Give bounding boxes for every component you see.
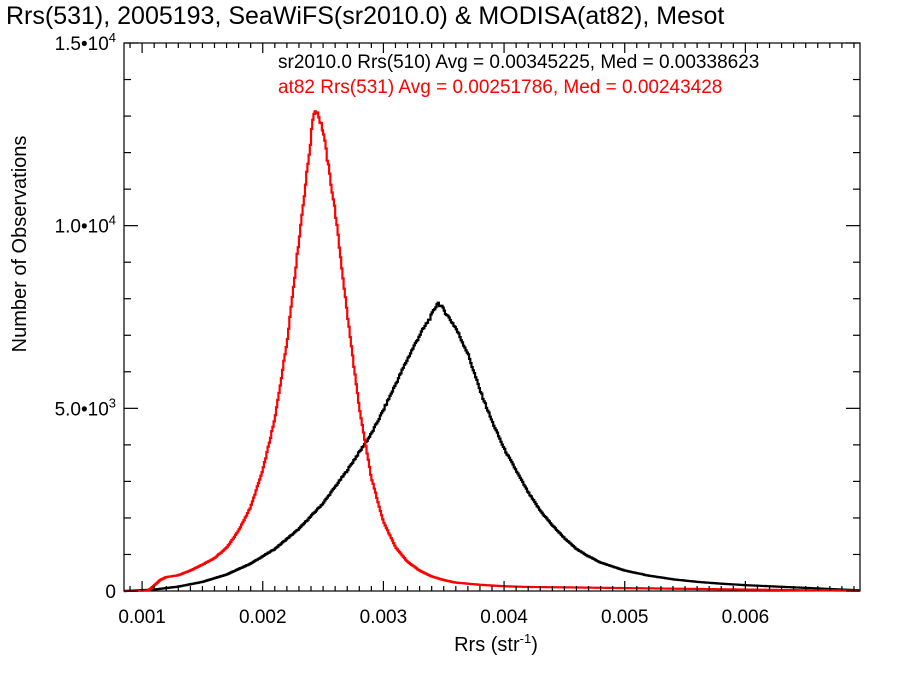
y-tick-mantissa: 1.5•10: [55, 34, 109, 55]
y-tick-label: 0: [105, 582, 116, 603]
axis-ticks: 0.001 0.002 0.003 0.004 0.005 0.006 0 5.0•103 1.…: [55, 30, 860, 628]
x-tick-label: 0.005: [601, 607, 649, 628]
legend-entry-1: at82 Rrs(531) Avg = 0.00251786, Med = 0.…: [278, 77, 722, 98]
x-axis-label-exponent: -1: [520, 631, 532, 646]
y-tick-mantissa: 0: [105, 582, 116, 603]
y-tick-mantissa: 1.0•10: [55, 217, 109, 238]
x-axis-label-end: ): [531, 634, 538, 656]
series-line-1: [124, 110, 860, 593]
plot-area: [123, 42, 861, 592]
y-tick-exponent: 3: [109, 395, 116, 410]
y-axis-label: Number of Observations: [9, 136, 31, 353]
series-layer: [124, 110, 860, 593]
legend-entry-0: sr2010.0 Rrs(510) Avg = 0.00345225, Med …: [278, 52, 759, 73]
series-line-0: [124, 301, 860, 593]
y-tick-exponent: 4: [109, 213, 116, 228]
y-tick-mantissa: 5.0•10: [55, 399, 109, 420]
x-tick-label: 0.001: [118, 607, 166, 628]
y-tick-label: 1.0•104: [55, 213, 116, 238]
plot-frame: [123, 42, 861, 592]
x-tick-label: 0.006: [722, 607, 770, 628]
x-tick-label: 0.004: [480, 607, 528, 628]
chart-title: Rrs(531), 2005193, SeaWiFS(sr2010.0) & M…: [6, 2, 724, 30]
y-tick-label: 1.5•104: [55, 30, 116, 55]
x-axis-label-main: Rrs (str: [454, 634, 520, 656]
x-tick-label: 0.003: [360, 607, 408, 628]
y-tick-label: 5.0•103: [55, 395, 116, 420]
y-tick-exponent: 4: [109, 30, 116, 45]
legend: sr2010.0 Rrs(510) Avg = 0.00345225, Med …: [278, 52, 759, 98]
x-tick-label: 0.002: [239, 607, 287, 628]
x-axis-label: Rrs (str-1): [454, 631, 538, 656]
